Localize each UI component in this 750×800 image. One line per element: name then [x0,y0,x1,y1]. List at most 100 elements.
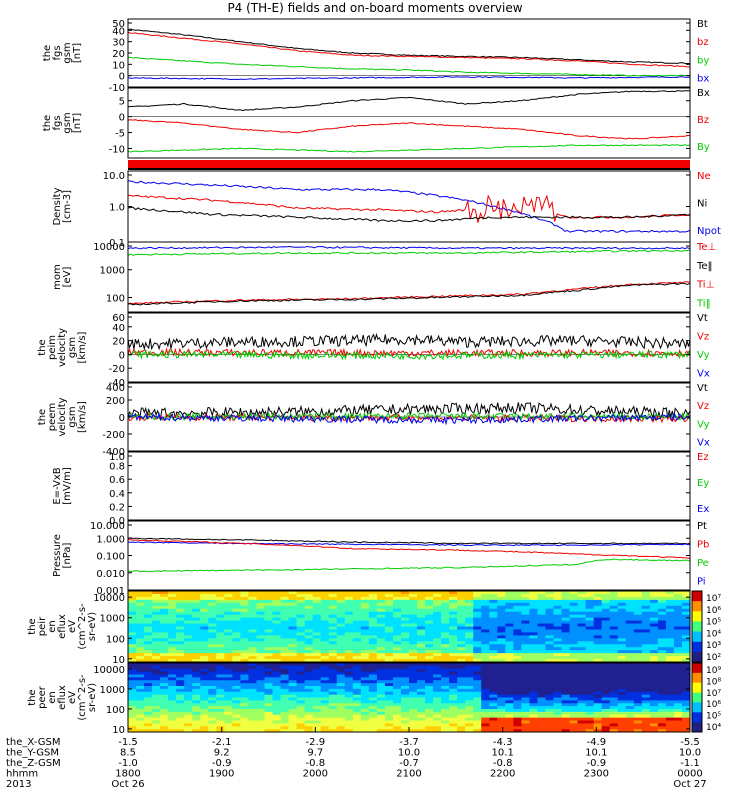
spectrogram-cell [312,602,322,607]
spectrogram-cell [224,635,233,639]
spectrogram-cell [625,623,635,627]
spectrogram-cell [457,591,466,595]
spectrogram-cell [561,614,571,619]
spectrogram-cell [505,706,514,710]
spectrogram-cell [489,620,498,625]
spectrogram-cell [232,720,241,724]
spectrogram-cell [184,632,193,636]
spectrogram-cell [336,709,346,713]
spectrogram-cell [200,680,209,684]
spectrogram-cell [256,674,265,678]
spectrogram-cell [248,620,257,625]
spectrogram-cell [280,726,290,730]
spectrogram-cell [465,703,474,707]
spectrogram-cell [577,635,587,639]
spectrogram-cell [505,617,514,622]
spectrogram-cell [128,717,137,722]
spectrogram-cell [569,663,579,667]
spectrogram-cell [168,714,177,719]
spectrogram-cell [296,663,306,667]
spectrogram-cell [352,599,362,604]
spectrogram-cell [673,668,683,673]
spectrogram-cell [521,711,530,716]
spectrogram-cell [168,671,177,676]
spectrogram-cell [577,714,587,719]
spectrogram-cell [200,620,209,625]
spectrogram-cell [200,650,209,654]
spectrogram-cell [336,703,346,707]
spectrogram-cell [569,717,579,722]
spectrogram-cell [280,653,290,657]
spectrogram-cell [417,726,426,730]
spectrogram-cell [400,599,410,604]
spectrogram-cell [513,686,522,690]
spectrogram-cell [240,720,249,724]
spectrogram-cell [168,706,177,710]
spectrogram-cell [641,691,651,696]
spectrogram-cell [553,686,563,690]
spectrogram-cell [224,620,233,625]
spectrogram-cell [409,644,418,648]
spectrogram-cell [521,602,530,607]
spectrogram-cell [392,688,402,693]
x-row-label: hhmm [6,769,38,780]
spectrogram-cell [497,717,506,722]
spectrogram-cell [224,596,233,601]
spectrogram-cell [633,686,643,690]
spectrogram-cell [288,602,298,607]
spectrogram-cell [312,593,322,598]
spectrogram-cell [296,614,306,619]
spectrogram-cell [465,635,474,639]
spectrogram-cell [497,591,506,595]
spectrogram-cell [272,593,282,598]
spectrogram-cell [264,697,274,701]
spectrogram-cell [473,714,482,719]
spectrogram-cell [617,700,627,704]
spectrogram-cell [280,694,290,699]
spectrogram-cell [617,674,627,678]
spectrogram-cell [168,700,177,704]
spectrogram-cell [208,720,217,724]
spectrogram-cell [545,638,555,642]
spectrogram-cell [336,694,346,699]
spectrogram-cell [320,697,330,701]
spectrogram-cell [649,650,659,654]
spectrogram-cell [545,591,555,595]
panel-peir_spectrogram [127,590,703,663]
spectrogram-cell [489,700,498,704]
spectrogram-cell [457,593,466,598]
spectrogram-cell [144,656,153,660]
y-tick-label: 0.100 [96,552,125,563]
spectrogram-cell [240,659,249,663]
spectrogram-cell [272,677,282,681]
y-tick-label: 200 [106,396,125,407]
spectrogram-cell [304,644,314,648]
spectrogram-cell [304,632,314,636]
spectrogram-cell [248,680,257,684]
spectrogram-cell [601,726,611,730]
spectrogram-cell [569,683,579,687]
spectrogram-cell [521,665,530,670]
spectrogram-cell [433,599,442,604]
spectrogram-cell [288,599,298,604]
spectrogram-cell [449,602,458,607]
spectrogram-cell [593,706,603,710]
spectrogram-cell [344,644,354,648]
spectrogram-cell [481,644,490,648]
spectrogram-cell [304,623,314,627]
series-line-green [127,56,691,77]
spectrogram-cell [296,596,306,601]
spectrogram-cell [152,626,161,630]
spectrogram-cell [224,709,233,713]
spectrogram-cell [625,683,635,687]
spectrogram-cell [425,674,434,678]
spectrogram-cell [152,686,161,690]
spectrogram-cell [320,605,330,610]
spectrogram-cell [529,729,538,733]
spectrogram-cell [256,650,265,654]
spectrogram-cell [673,709,683,713]
spectrogram-cell [208,729,217,733]
spectrogram-cell [168,665,177,670]
spectrogram-cell [152,694,161,699]
spectrogram-cell [368,632,378,636]
